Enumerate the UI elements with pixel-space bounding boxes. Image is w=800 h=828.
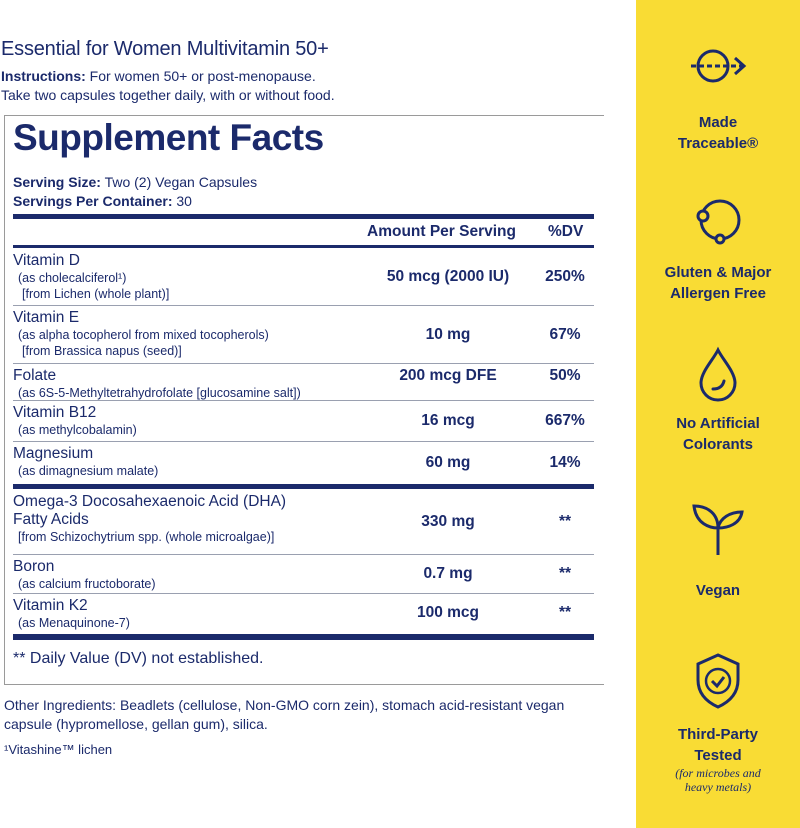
badge-label: Vegan <box>695 582 741 599</box>
features-sidebar: Made Traceable® Gluten & Major Allergen Fr… <box>636 0 800 828</box>
nutrient-source: (as methylcobalamin) <box>18 423 137 437</box>
row-divider <box>13 400 594 401</box>
dv-footnote: ** Daily Value (DV) not established. <box>13 650 264 667</box>
droplet-icon <box>699 346 737 402</box>
sprout-icon <box>692 504 744 555</box>
nutrient-source: (as Menaquinone-7) <box>18 616 130 630</box>
nutrient-amount: 100 mcg <box>416 604 480 621</box>
nutrient-name: Folate <box>13 367 57 384</box>
other-ingredients: Other Ingredients: Beadlets (cellulose, … <box>4 697 565 732</box>
divider-thick <box>13 634 594 640</box>
row-divider <box>13 554 594 555</box>
badge-label: Third-Party <box>677 726 758 743</box>
instructions-line1: For women 50+ or post-menopause. <box>89 68 316 84</box>
nutrient-amount: 50 mcg (2000 IU) <box>386 268 510 285</box>
nutrient-name: Magnesium <box>13 445 94 462</box>
serving-size-label: Serving Size: <box>13 174 101 190</box>
nutrient-source: (as 6S-5-Methyltetrahydrofolate [glucosa… <box>18 386 301 400</box>
traceable-arrow-icon <box>691 49 747 83</box>
badge-made-traceable: Made Traceable® <box>636 46 800 154</box>
nutrient-name: Vitamin K2 <box>13 597 88 614</box>
nutrient-name: Omega-3 Docosahexaenoic Acid (DHA) <box>13 493 287 510</box>
nutrient-source: (as calcium fructoborate) <box>18 577 156 591</box>
instructions-line2: Take two capsules together daily, with o… <box>1 87 335 103</box>
nutrient-amount: 16 mcg <box>421 412 475 429</box>
nutrient-dv: 667% <box>545 412 585 429</box>
instructions-label: Instructions: <box>1 68 86 84</box>
nutrient-dv: ** <box>558 604 572 621</box>
trademark-note: ¹Vitashine™ lichen <box>4 742 113 757</box>
badge-label: Made <box>698 114 738 131</box>
nutrient-source: (as cholecalciferol¹) <box>18 271 127 285</box>
table-row-magnesium: Magnesium (as dimagnesium malate) 60 mg 14… <box>13 442 594 484</box>
shield-check-icon <box>696 653 740 709</box>
servings-per-container: 30 <box>176 193 192 209</box>
badge-label: No Artificial <box>676 415 760 432</box>
badge-allergen-free: Gluten & Major Allergen Free <box>636 194 800 304</box>
badge-label: Traceable® <box>677 135 759 152</box>
column-header-dv: %DV <box>548 223 584 240</box>
nutrient-name-line2: Fatty Acids <box>13 511 89 528</box>
nutrient-name: Vitamin E <box>13 309 80 326</box>
badge-label: Tested <box>694 747 742 764</box>
row-divider <box>13 305 594 306</box>
servings-label: Servings Per Container: <box>13 193 173 209</box>
row-divider <box>13 593 594 594</box>
nutrient-dv: 50% <box>549 367 581 384</box>
row-divider <box>13 363 594 364</box>
nutrient-dv: ** <box>558 565 572 582</box>
table-row-folate: Folate (as 6S-5-Methyltetrahydrofolate [g… <box>13 364 594 400</box>
table-row-omega-3: Omega-3 Docosahexaenoic Acid (DHA) Fatty … <box>13 490 594 554</box>
divider-header <box>13 245 594 248</box>
nutrient-dv: ** <box>558 513 572 530</box>
nutrient-name: Vitamin B12 <box>13 404 97 421</box>
serving-size: Two (2) Vegan Capsules <box>104 174 258 190</box>
nutrient-source: [from Schizochytrium spp. (whole microal… <box>18 530 275 544</box>
product-title: Essential for Women Multivitamin 50+ <box>1 38 329 60</box>
instructions: Instructions: For women 50+ or post-meno… <box>1 67 335 105</box>
nutrient-amount: 330 mg <box>421 513 475 530</box>
table-row-vitamin-e: Vitamin E (as alpha tocopherol from mixed… <box>13 306 594 363</box>
nutrient-amount: 0.7 mg <box>423 565 473 582</box>
badge-label: Colorants <box>682 436 753 453</box>
nutrient-amount: 60 mg <box>425 454 471 471</box>
serving-info: Serving Size: Two (2) Vegan Capsules Ser… <box>13 173 257 211</box>
nutrient-name: Vitamin D <box>13 252 80 269</box>
badge-label: Allergen Free <box>670 285 766 302</box>
badge-vegan: Vegan <box>636 498 800 601</box>
badge-third-party-tested: Third-Party Tested (for microbes and heavy… <box>636 652 800 794</box>
divider-thick <box>13 214 594 219</box>
nutrient-dv: 67% <box>549 325 581 343</box>
nutrient-source: (as alpha tocopherol from mixed tocopher… <box>18 328 269 342</box>
nutrient-name: Boron <box>13 558 55 575</box>
nutrient-dv: 14% <box>549 454 581 471</box>
row-divider <box>13 441 594 442</box>
badge-note: (for microbes and <box>675 766 761 780</box>
allergen-free-circle-icon <box>696 199 741 245</box>
divider-thick <box>13 484 594 489</box>
nutrient-amount: 10 mg <box>425 325 471 343</box>
badge-no-artificial-colorants: No Artificial Colorants <box>636 345 800 455</box>
table-row-vitamin-k2: Vitamin K2 (as Menaquinone-7) 100 mcg ** <box>13 594 594 632</box>
nutrient-amount: 200 mcg DFE <box>399 367 497 384</box>
nutrient-source: [from Brassica napus (seed)] <box>22 344 182 358</box>
table-row-vitamin-d: Vitamin D (as cholecalciferol¹) [from Lich… <box>13 249 594 305</box>
column-header-amount: Amount Per Serving <box>367 223 516 240</box>
supplement-facts-heading: Supplement Facts <box>13 117 324 158</box>
table-row-boron: Boron (as calcium fructoborate) 0.7 mg ** <box>13 555 594 593</box>
nutrient-dv: 250% <box>545 268 585 285</box>
nutrient-source: [from Lichen (whole plant)] <box>22 287 170 301</box>
supplement-facts-panel <box>4 115 604 685</box>
table-row-vitamin-b12: Vitamin B12 (as methylcobalamin) 16 mcg 66… <box>13 401 594 441</box>
badge-label: Gluten & Major <box>664 264 772 281</box>
badge-note: heavy metals) <box>684 780 752 794</box>
nutrient-source: (as dimagnesium malate) <box>18 464 159 478</box>
